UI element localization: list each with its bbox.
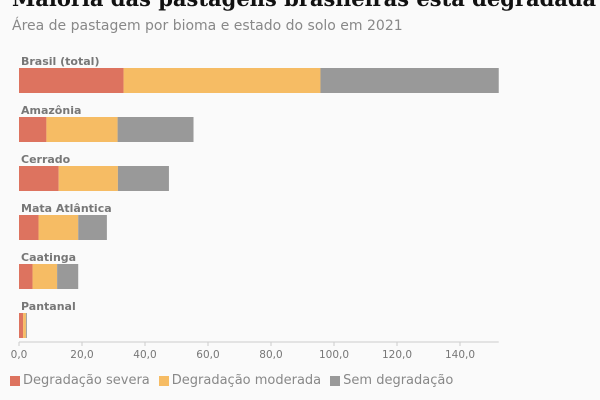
bar-segment xyxy=(38,215,79,240)
legend-swatch xyxy=(10,375,20,386)
legend-swatch xyxy=(158,375,169,386)
legend-item: Degradação severa xyxy=(10,373,150,388)
category-label: Cerrado xyxy=(21,153,71,166)
legend-item: Sem degradação xyxy=(330,373,453,388)
bar-segment xyxy=(320,68,499,93)
category-label: Mata Atlântica xyxy=(21,202,112,215)
legend-label: Degradação moderada xyxy=(171,373,322,388)
bar-segment xyxy=(19,313,24,338)
bar-segment xyxy=(19,166,59,191)
category-label: Amazônia xyxy=(21,104,81,117)
x-tick-label: 0,0 xyxy=(11,349,28,361)
bar-segment xyxy=(19,215,39,240)
bar-segment xyxy=(23,313,26,338)
legend: Degradação severa Degradação moderada Sem … xyxy=(10,373,453,388)
chart-title: Maioria das pastagens brasileiras está d… xyxy=(12,0,596,11)
bar-segment xyxy=(57,264,79,289)
legend-swatch xyxy=(330,375,341,386)
x-tick-label: 40,0 xyxy=(133,349,156,361)
x-tick-label: 60,0 xyxy=(196,349,219,361)
category-label: Caatinga xyxy=(21,251,76,264)
bar-segment xyxy=(19,117,47,142)
legend-label: Sem degradação xyxy=(343,373,454,388)
bar-segment xyxy=(19,68,124,93)
legend-label: Degradação severa xyxy=(23,373,150,388)
x-tick-label: 20,0 xyxy=(70,349,93,361)
x-tick-label: 80,0 xyxy=(259,349,282,361)
category-label: Pantanal xyxy=(21,300,76,313)
chart-subtitle: Área de pastagem por bioma e estado do s… xyxy=(12,18,403,34)
bar-segment xyxy=(117,166,169,191)
bar-segment xyxy=(19,264,33,289)
legend-item: Degradação moderada xyxy=(158,373,322,388)
x-tick-label: 120,0 xyxy=(382,349,412,361)
bar-segment xyxy=(117,117,194,142)
category-label: Brasil (total) xyxy=(21,55,99,68)
bar-segment xyxy=(25,313,27,338)
bar-segment xyxy=(123,68,321,93)
x-tick-label: 100,0 xyxy=(319,349,349,361)
bar-segment xyxy=(46,117,118,142)
bar-segment xyxy=(32,264,58,289)
x-tick-label: 140,0 xyxy=(445,349,475,361)
bar-segment xyxy=(78,215,107,240)
bar-segment xyxy=(58,166,118,191)
